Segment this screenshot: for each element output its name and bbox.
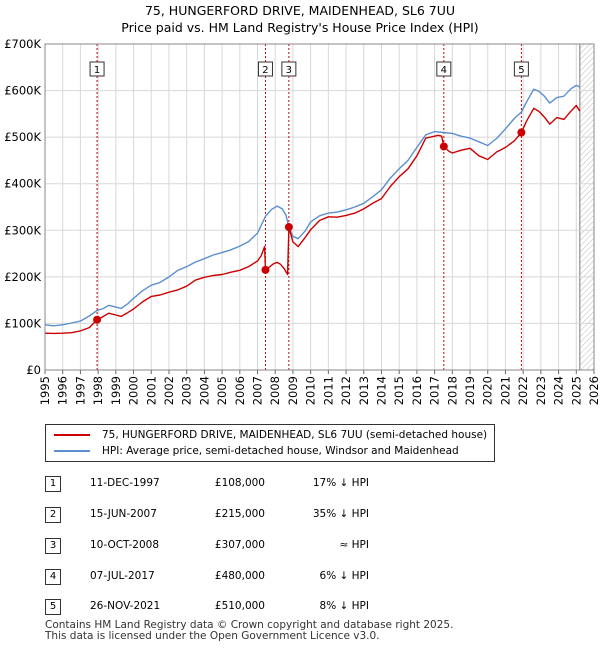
x-tick-label: 2022	[516, 376, 530, 405]
sale-price: £215,000	[214, 508, 265, 520]
x-tick-label: 2025	[569, 376, 583, 405]
x-tick-label: 2005	[215, 376, 229, 405]
chart-title-line1: 75, HUNGERFORD DRIVE, MAIDENHEAD, SL6 7U…	[144, 3, 456, 18]
sale-hpi-comparison: 8% ↓ HPI	[319, 600, 369, 612]
sale-marker-box	[257, 61, 273, 77]
x-tick-label: 2009	[286, 376, 300, 405]
sale-marker-label: 3	[286, 65, 292, 76]
x-tick-label: 1996	[56, 376, 70, 405]
x-tick-label: 2016	[410, 376, 424, 405]
y-tick-label: £400K	[4, 177, 41, 191]
y-tick-label: £600K	[4, 84, 41, 98]
y-tick-label: £700K	[4, 37, 41, 51]
x-tick-label: 2011	[321, 376, 335, 405]
x-tick-label: 2019	[463, 376, 477, 405]
sale-point	[439, 142, 448, 151]
legend-swatch-property	[54, 434, 90, 436]
sale-price: £307,000	[214, 539, 265, 551]
sale-hpi-comparison: 17% ↓ HPI	[312, 477, 369, 489]
x-tick-label: 2014	[374, 376, 388, 405]
x-tick-label: 2000	[127, 376, 141, 405]
sale-point	[517, 128, 526, 137]
sale-price: £108,000	[214, 477, 265, 489]
x-tick-label: 2010	[304, 376, 318, 405]
sale-marker-box	[89, 61, 105, 77]
sale-point	[93, 315, 102, 324]
legend-swatch-hpi	[54, 450, 90, 452]
sale-price: £510,000	[214, 600, 265, 612]
sale-marker-label: 4	[441, 65, 447, 76]
legend: 75, HUNGERFORD DRIVE, MAIDENHEAD, SL6 7U…	[45, 424, 495, 462]
sale-date: 10-OCT-2008	[90, 539, 159, 551]
sale-price: £480,000	[214, 570, 265, 582]
x-tick-label: 1997	[73, 376, 87, 405]
forecast-hatch-area	[579, 44, 594, 370]
sale-date: 11-DEC-1997	[90, 477, 160, 489]
sale-hpi-comparison: 6% ↓ HPI	[319, 570, 369, 582]
sale-point	[261, 265, 270, 274]
table-row: 4 07-JUL-2017 £480,000 6% ↓ HPI	[45, 569, 385, 586]
table-row: 2 15-JUN-2007 £215,000 35% ↓ HPI	[45, 507, 385, 524]
sale-hpi-comparison: ≈ HPI	[339, 539, 369, 551]
x-tick-label: 2006	[233, 376, 247, 405]
y-tick-label: £0	[26, 363, 41, 377]
x-tick-label: 2008	[268, 376, 282, 405]
sale-hpi-comparison: 35% ↓ HPI	[312, 508, 369, 520]
x-tick-label: 2024	[552, 376, 566, 405]
sale-marker-label: 5	[518, 65, 524, 76]
x-tick-label: 1995	[38, 376, 52, 405]
x-tick-label: 2020	[481, 376, 495, 405]
table-row: 3 10-OCT-2008 £307,000 ≈ HPI	[45, 538, 385, 555]
sale-marker-box	[436, 61, 452, 77]
hpi-line	[44, 84, 581, 327]
plot-border	[44, 43, 595, 371]
chart-title-line2: Price paid vs. HM Land Registry's House …	[121, 20, 479, 35]
x-tick-label: 2023	[534, 376, 548, 405]
footer: Contains HM Land Registry data © Crown c…	[45, 620, 453, 642]
table-row: 5 26-NOV-2021 £510,000 8% ↓ HPI	[45, 599, 385, 616]
x-tick-label: 2002	[162, 376, 176, 405]
footer-copyright: Contains HM Land Registry data © Crown c…	[45, 619, 454, 631]
legend-item-property: 75, HUNGERFORD DRIVE, MAIDENHEAD, SL6 7U…	[54, 427, 487, 443]
x-tick-label: 2026	[587, 376, 600, 405]
sale-number-badge: 2	[45, 507, 61, 523]
sale-marker-label: 1	[94, 65, 100, 76]
y-tick-label: £500K	[4, 130, 41, 144]
sale-marker-box	[513, 61, 529, 77]
sale-number-badge: 1	[45, 476, 61, 492]
x-tick-label: 1998	[91, 376, 105, 405]
plot-area	[45, 44, 594, 370]
price-chart: 1 2 3 4 5 £0 £100K £200K £300K £400K £500K £600K £7…	[4, 37, 600, 405]
table-row: 1 11-DEC-1997 £108,000 17% ↓ HPI	[45, 476, 385, 493]
x-tick-label: 2003	[180, 376, 194, 405]
x-tick-label: 2007	[251, 376, 265, 405]
y-tick-label: £300K	[4, 223, 41, 237]
chart-title: 75, HUNGERFORD DRIVE, MAIDENHEAD, SL6 7U…	[0, 2, 600, 36]
x-tick-label: 2013	[357, 376, 371, 405]
legend-item-hpi: HPI: Average price, semi-detached house,…	[54, 443, 459, 459]
y-tick-label: £200K	[4, 270, 41, 284]
footer-license: This data is licensed under the Open Gov…	[45, 630, 380, 642]
sale-date: 26-NOV-2021	[90, 600, 161, 612]
sale-number-badge: 3	[45, 538, 61, 554]
sale-point	[284, 223, 293, 232]
x-tick-label: 2001	[144, 376, 158, 405]
x-tick-label: 2018	[445, 376, 459, 405]
x-tick-label: 2004	[197, 376, 211, 405]
sale-date: 07-JUL-2017	[90, 570, 155, 582]
sale-marker-label: 2	[262, 65, 268, 76]
x-tick-label: 2015	[392, 376, 406, 405]
y-tick-label: £100K	[4, 316, 41, 330]
sale-date: 15-JUN-2007	[90, 508, 157, 520]
x-tick-label: 2012	[339, 376, 353, 405]
x-tick-label: 2017	[428, 376, 442, 405]
property-price-line	[44, 104, 581, 335]
x-tick-label: 2021	[498, 376, 512, 405]
legend-label-hpi: HPI: Average price, semi-detached house,…	[102, 445, 459, 457]
sale-number-badge: 5	[45, 599, 61, 615]
sale-number-badge: 4	[45, 569, 61, 585]
sale-marker-box	[281, 61, 297, 77]
x-tick-label: 1999	[109, 376, 123, 405]
legend-label-property: 75, HUNGERFORD DRIVE, MAIDENHEAD, SL6 7U…	[102, 429, 488, 441]
